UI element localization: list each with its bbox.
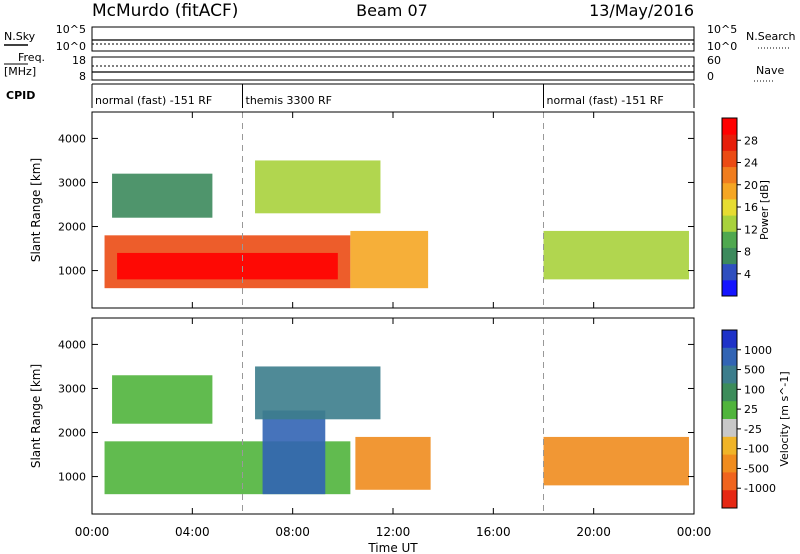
station-title: McMurdo (fitACF) xyxy=(92,1,238,21)
colorbar-swatch xyxy=(722,347,737,367)
data-region xyxy=(112,173,213,218)
ytick-label: 2000 xyxy=(58,427,86,440)
colorbar-swatch xyxy=(722,436,737,456)
colorbar-tick-label: 20 xyxy=(744,179,758,192)
power-panel: Slant Range [km] 1000 2000 3000 4000 xyxy=(29,111,695,309)
colorbar-swatch xyxy=(722,365,737,384)
nsky-tick-bottom: 10^0 xyxy=(56,40,86,53)
cpid-bar: CPID normal (fast) -151 RF themis 3300 RF… xyxy=(6,83,695,108)
colorbar-tick-label: 500 xyxy=(744,364,765,377)
xtick-label: 16:00 xyxy=(476,525,511,539)
colorbar-tick-label: 8 xyxy=(744,246,751,259)
xtick-label: 08:00 xyxy=(275,525,310,539)
cpid-segment-label: normal (fast) -151 RF xyxy=(547,94,664,107)
velocity-ylabel: Slant Range [km] xyxy=(29,364,43,468)
freq-label-1: Freq. xyxy=(18,51,45,64)
ytick-label: 2000 xyxy=(58,221,86,234)
colorbar-swatch xyxy=(722,472,737,491)
data-region xyxy=(355,436,431,490)
colorbar-swatch xyxy=(722,330,737,349)
colorbar-swatch xyxy=(722,419,737,438)
freq-panel-frame xyxy=(91,56,695,81)
xaxis-label: Time UT xyxy=(367,541,418,554)
ytick-label: 4000 xyxy=(58,132,86,145)
colorbar-swatch xyxy=(722,182,737,200)
nsearch-label: N.Search xyxy=(746,30,796,43)
velocity-colorbar-label-text: Velocity [m s^-1] xyxy=(778,371,791,466)
colorbar-tick-label: -500 xyxy=(744,462,769,475)
colorbar-swatch xyxy=(722,263,737,281)
data-region xyxy=(350,230,429,289)
nsearch-tick-top: 10^5 xyxy=(707,23,737,36)
colorbar-tick-label: -25 xyxy=(744,423,762,436)
colorbar-tick-label: -100 xyxy=(744,443,769,456)
velocity-panel: Slant Range [km] 1000 2000 3000 4000 00:00 0… xyxy=(29,317,712,554)
colorbar-tick-label: 25 xyxy=(744,403,758,416)
colorbar-tick-label: 28 xyxy=(744,134,758,147)
ytick-label: 1000 xyxy=(58,471,86,484)
data-region xyxy=(255,160,381,214)
noise-panel: N.Sky 10^5 10^0 10^5 10^0 N.Search xyxy=(4,23,796,53)
colorbar-tick-label: 1000 xyxy=(744,344,772,357)
cpid-segment-label: themis 3300 RF xyxy=(246,94,333,107)
data-region xyxy=(255,366,381,420)
colorbar-swatch xyxy=(722,279,737,297)
colorbar-swatch xyxy=(722,166,737,184)
data-region xyxy=(543,436,689,486)
data-region xyxy=(117,252,338,280)
nave-tick-bottom: 0 xyxy=(707,70,714,83)
velocity-heatmap xyxy=(104,366,689,495)
data-region xyxy=(112,375,213,424)
xtick-label: 00:00 xyxy=(75,525,110,539)
colorbar-tick-label: 12 xyxy=(744,223,758,236)
nsky-tick-top: 10^5 xyxy=(56,23,86,36)
ytick-label: 3000 xyxy=(58,176,86,189)
colorbar-tick-label: 24 xyxy=(744,157,758,170)
cpid-segment-label: normal (fast) -151 RF xyxy=(95,94,212,107)
nave-tick-top: 60 xyxy=(707,54,721,67)
beam-title: Beam 07 xyxy=(356,1,428,20)
velocity-colorbar: 1000 500 100 25 -25 -100 -500 -1000 Velocity [m… xyxy=(721,329,791,509)
power-colorbar-label: Power [dB] xyxy=(758,180,771,240)
colorbar-swatch xyxy=(722,247,737,265)
freq-tick-bottom: 8 xyxy=(79,70,86,83)
xtick-label: 00:00 xyxy=(677,525,712,539)
colorbar-swatch xyxy=(722,454,737,473)
xtick-label: 20:00 xyxy=(576,525,611,539)
colorbar-tick-label: 4 xyxy=(744,268,751,281)
data-region xyxy=(543,230,689,280)
date-title: 13/May/2016 xyxy=(589,1,694,20)
colorbar-swatch xyxy=(722,215,737,232)
colorbar-swatch xyxy=(722,231,737,248)
xtick-label: 04:00 xyxy=(175,525,210,539)
power-ylabel: Slant Range [km] xyxy=(29,158,43,262)
ytick-label: 4000 xyxy=(58,338,86,351)
ytick-label: 1000 xyxy=(58,265,86,278)
cpid-label: CPID xyxy=(6,89,35,102)
colorbar-swatch xyxy=(722,134,737,151)
colorbar-swatch xyxy=(722,490,737,509)
colorbar-tick-label: 100 xyxy=(744,383,765,396)
freq-label-2: [MHz] xyxy=(4,65,36,78)
colorbar-tick-label: -1000 xyxy=(744,482,776,495)
colorbar-swatch xyxy=(722,198,737,216)
noise-panel-frame xyxy=(91,26,695,52)
nsearch-tick-bottom: 10^0 xyxy=(707,40,737,53)
power-heatmap xyxy=(104,160,689,289)
colorbar-tick-label: 16 xyxy=(744,201,758,214)
colorbar-swatch xyxy=(722,401,737,420)
nave-label: Nave xyxy=(756,64,784,77)
power-colorbar: 4 8 12 16 20 24 28 Power [dB] xyxy=(721,117,771,297)
freq-panel: Freq. [MHz] 18 8 60 0 Nave xyxy=(4,51,784,83)
colorbar-swatch xyxy=(722,150,737,168)
nsky-label: N.Sky xyxy=(4,30,36,43)
freq-tick-top: 18 xyxy=(72,54,86,67)
ytick-label: 3000 xyxy=(58,382,86,395)
xtick-label: 12:00 xyxy=(376,525,411,539)
data-region xyxy=(262,410,326,495)
colorbar-swatch xyxy=(722,118,737,135)
colorbar-swatch xyxy=(722,383,737,402)
velocity-colorbar-label: Velocity [m s^-1] xyxy=(778,371,791,466)
